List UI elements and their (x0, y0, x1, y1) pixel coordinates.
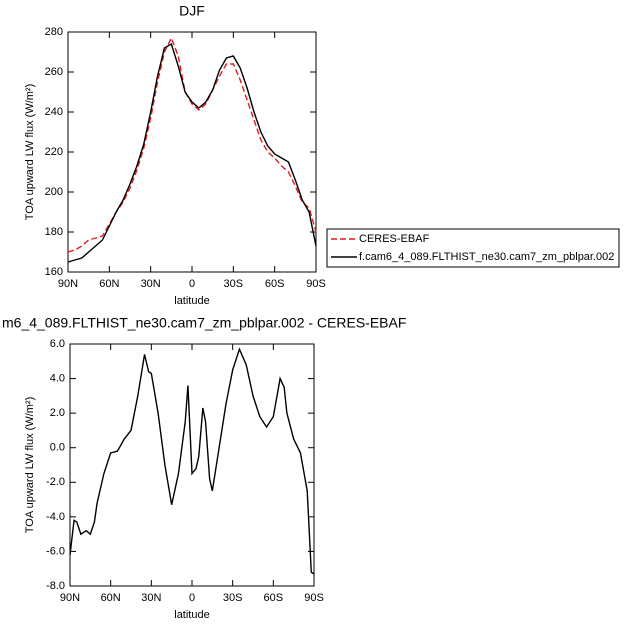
x-tick-label: 60N (99, 278, 119, 290)
x-tick-label: 0 (189, 592, 195, 604)
x-tick-label: 0 (189, 278, 195, 290)
y-tick-label: -8.0 (46, 580, 65, 592)
x-tick-label: 90S (304, 592, 324, 604)
x-tick-label: 60N (101, 592, 121, 604)
x-axis-label: latitude (174, 295, 209, 307)
y-tick-label: 220 (45, 146, 63, 158)
y-axis-label: TOA upward LW flux (W/m²) (24, 397, 36, 534)
y-tick-label: 160 (45, 266, 63, 278)
y-tick-label: 260 (45, 66, 63, 78)
y-tick-label: -2.0 (46, 476, 65, 488)
x-tick-label: 60S (264, 592, 284, 604)
y-tick-label: -6.0 (46, 545, 65, 557)
y-tick-label: 2.0 (50, 407, 65, 419)
chart-title: m6_4_089.FLTHIST_ne30.cam7_zm_pblpar.002… (2, 315, 406, 331)
x-tick-label: 30S (223, 592, 243, 604)
plot-frame (67, 31, 317, 273)
y-tick-label: 6.0 (50, 338, 65, 350)
x-tick-label: 30N (141, 592, 161, 604)
x-tick-label: 60S (265, 278, 285, 290)
y-tick-label: 180 (45, 226, 63, 238)
legend-label: CERES-EBAF (359, 233, 430, 245)
legend-box (326, 228, 620, 268)
y-tick-label: 240 (45, 106, 63, 118)
x-tick-label: 90N (60, 592, 80, 604)
x-tick-label: 30S (224, 278, 244, 290)
y-tick-label: 4.0 (50, 372, 65, 384)
x-tick-label: 30N (141, 278, 161, 290)
y-axis-label: TOA upward LW flux (W/m²) (24, 84, 36, 221)
y-tick-label: 0.0 (50, 442, 65, 454)
y-tick-label: -4.0 (46, 511, 65, 523)
legend-label: f.cam6_4_089.FLTHIST_ne30.cam7_zm_pblpar… (359, 251, 614, 263)
x-axis-label: latitude (174, 609, 209, 621)
y-tick-label: 200 (45, 186, 63, 198)
x-tick-label: 90S (306, 278, 326, 290)
y-tick-label: 280 (45, 26, 63, 38)
data-line (67, 42, 317, 263)
data-line (67, 36, 317, 253)
data-line (69, 347, 315, 575)
chart-title: DJF (179, 3, 205, 19)
x-tick-label: 90N (58, 278, 78, 290)
